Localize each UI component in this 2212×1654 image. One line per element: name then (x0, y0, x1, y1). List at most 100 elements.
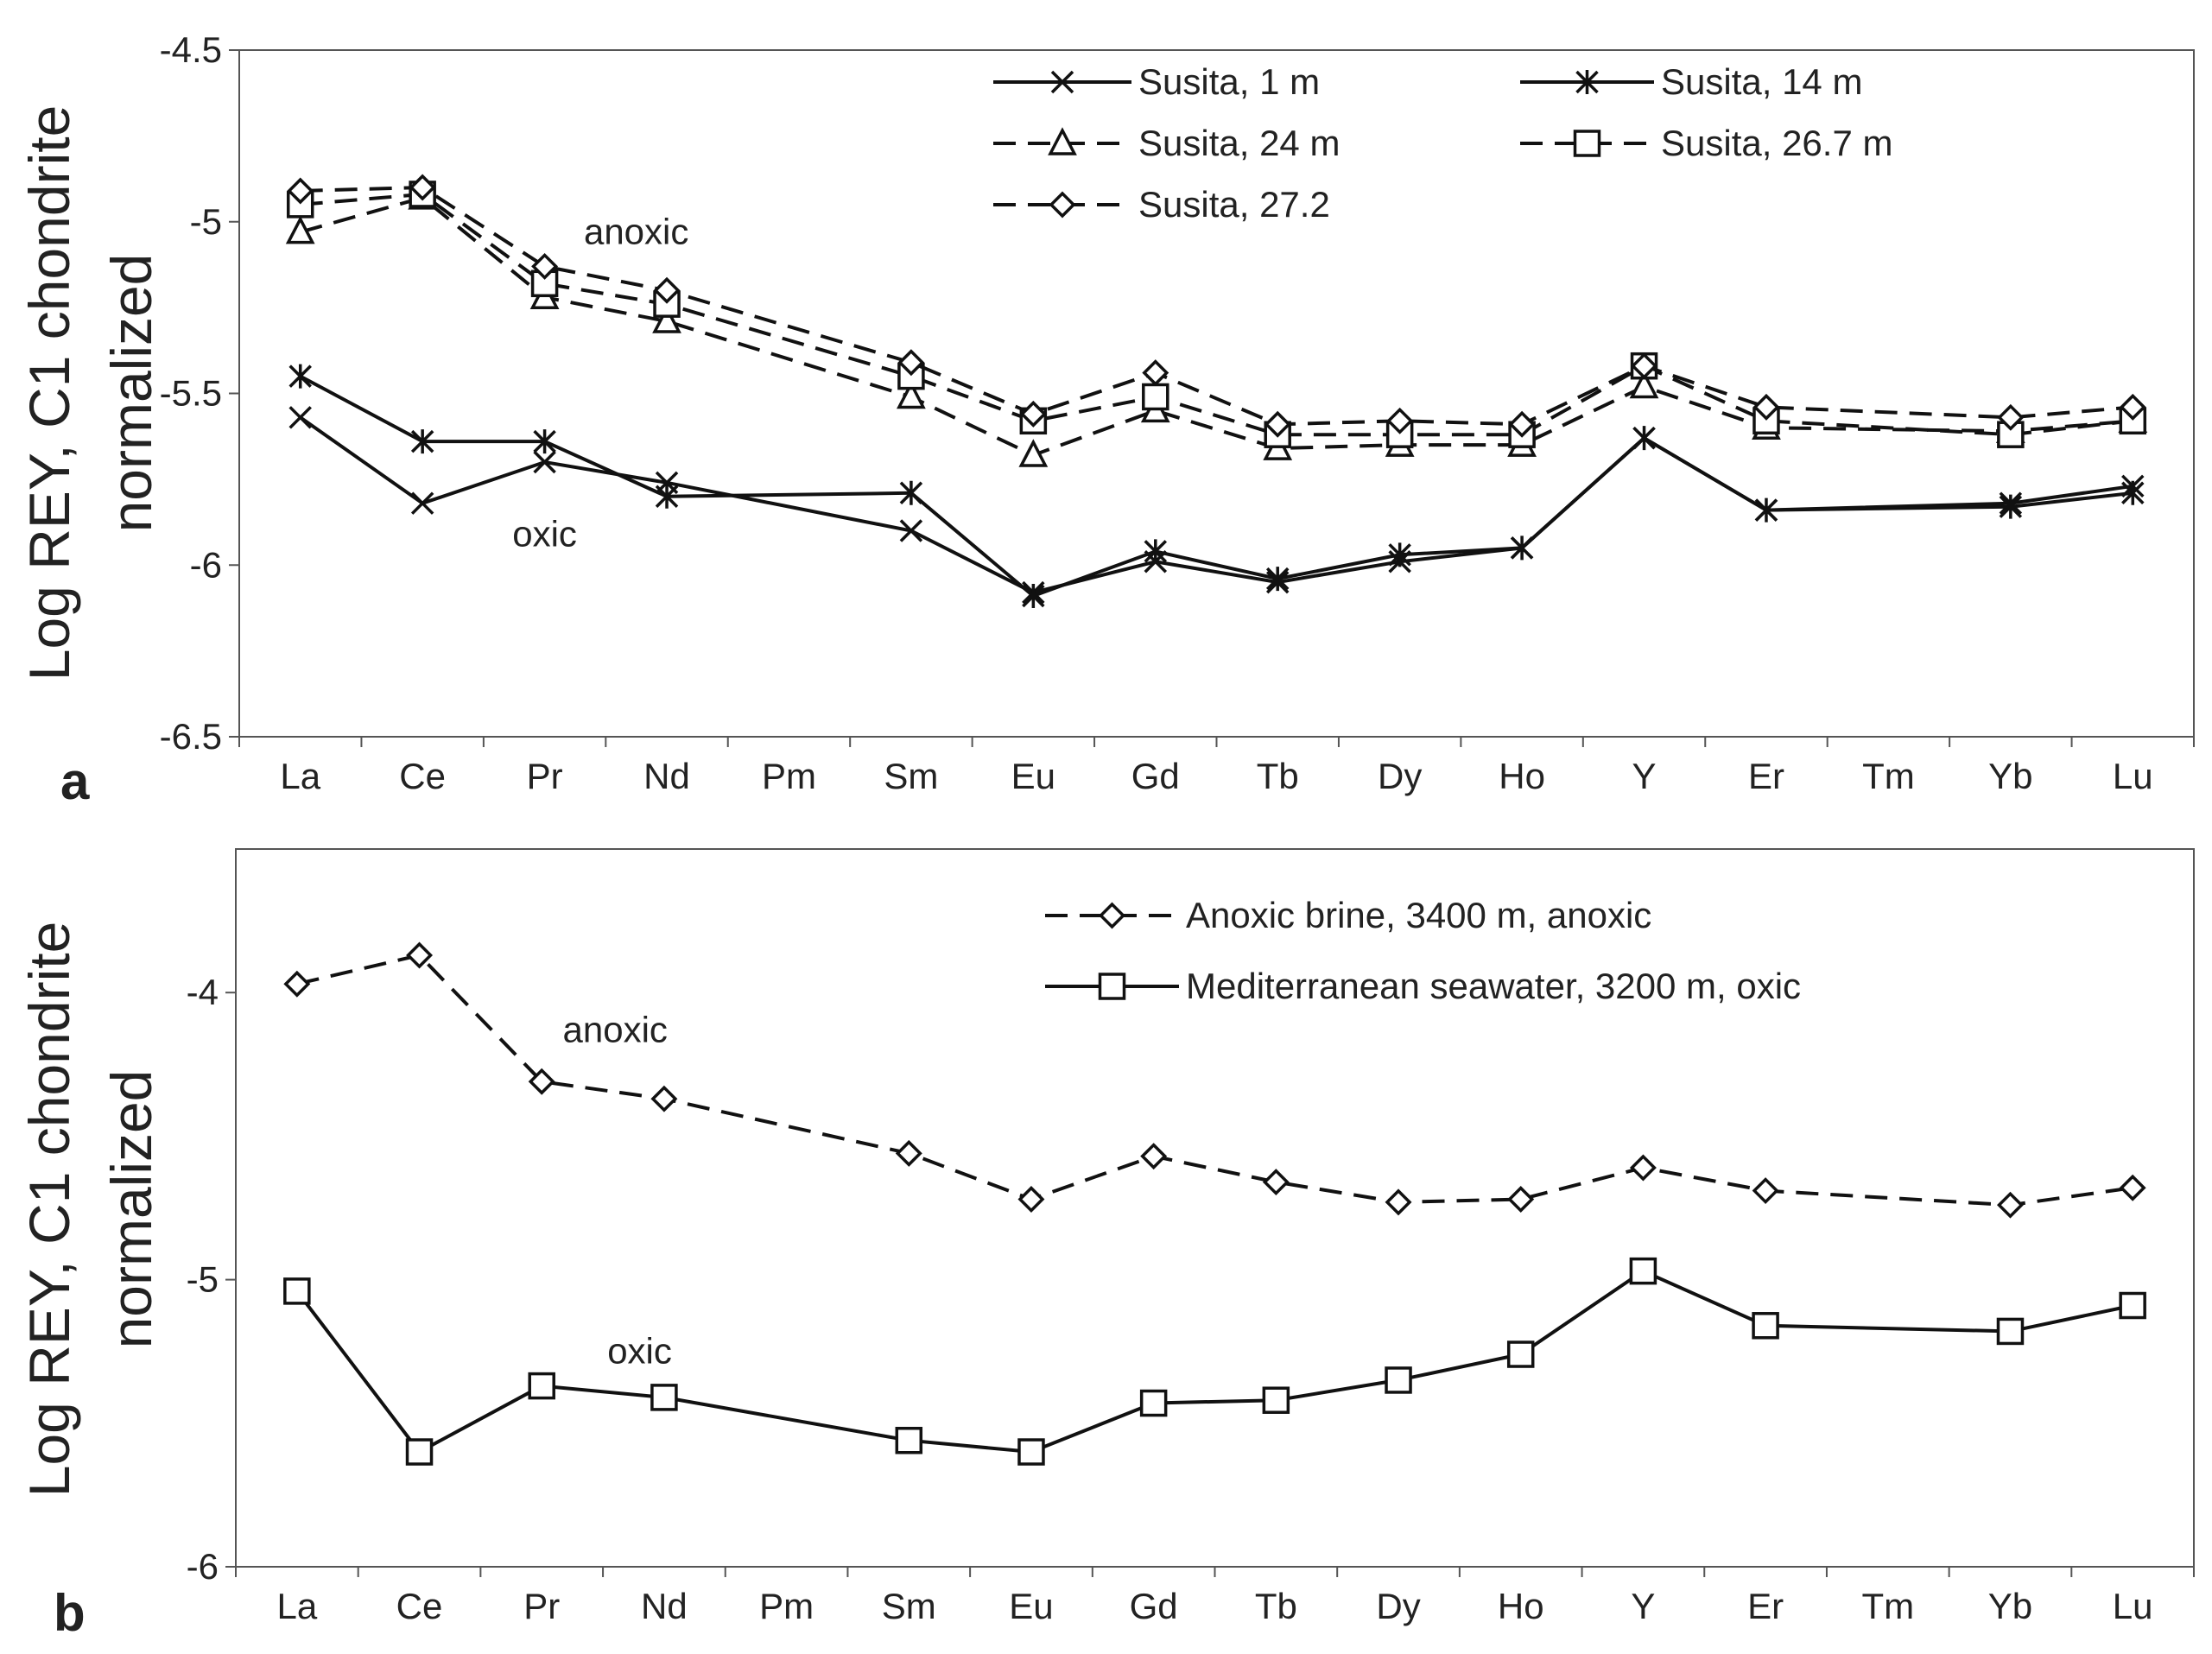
data-point (285, 215, 315, 244)
x-tick-label: Nd (643, 756, 690, 796)
data-point (288, 364, 312, 389)
x-tick-label: Gd (1130, 1586, 1178, 1626)
data-point (650, 1085, 678, 1112)
legend-marker (1048, 127, 1077, 155)
series-anoxic-brine-3400-m-anoxic (283, 941, 2146, 1219)
y-tick-label: -4.5 (160, 29, 222, 70)
y-axis-title: normalized (99, 1070, 163, 1349)
y-tick-label: -5 (187, 1259, 219, 1300)
series-mediterranean-seawater-3200-m-oxic (283, 1257, 2146, 1466)
x-tick-label: Y (1631, 1586, 1655, 1626)
x-tick-label: Pm (759, 1586, 814, 1626)
y-tick-label: -5.5 (160, 373, 222, 414)
x-tick-label: Pr (523, 1586, 560, 1626)
x-tick-label: Lu (2113, 756, 2153, 796)
data-point (2119, 1291, 2146, 1320)
x-tick-label: Yb (1988, 1586, 2032, 1626)
legend-entry: Susita, 26.7 m (1520, 123, 1892, 163)
data-point (1631, 352, 1658, 380)
x-tick-label: Nd (641, 1586, 688, 1626)
data-point (652, 305, 681, 333)
data-point (1017, 1186, 1045, 1214)
legend-marker (1575, 70, 1599, 94)
data-point (409, 174, 436, 201)
data-point (897, 349, 925, 377)
x-tick-label: Dy (1378, 756, 1422, 796)
legend-entry: Mediterranean seawater, 3200 m, oxic (1045, 966, 1801, 1006)
x-tick-label: Ce (396, 1586, 443, 1626)
data-point (288, 406, 312, 429)
x-tick-label: Y (1632, 756, 1657, 796)
data-point (1754, 497, 1778, 523)
data-point (1996, 1317, 2025, 1346)
y-axis-title: Log REY, C1 chondrite (17, 922, 81, 1498)
legend-entry: Susita, 1 m (993, 61, 1320, 102)
legend-entry: Susita, 14 m (1520, 61, 1862, 102)
data-point (1752, 1177, 1779, 1205)
x-tick-label: Tm (1862, 756, 1915, 796)
x-tick-label: Sm (884, 756, 938, 796)
data-point (899, 480, 923, 505)
panel-letter: b (54, 1584, 86, 1642)
data-point (1017, 1438, 1045, 1466)
x-tick-label: La (276, 1586, 317, 1626)
data-point (1385, 1366, 1412, 1394)
data-point (895, 1426, 923, 1454)
data-point (653, 276, 681, 304)
series-susita-1-m (288, 406, 2145, 605)
series-line (299, 374, 2133, 599)
data-point (410, 429, 434, 454)
legend-label: Susita, 24 m (1138, 123, 1340, 163)
chart-panel-b: -4 -5 -6 La Ce Pr Nd Pm Sm Eu Gd Tb Dy Ho Y Er Tm Yb Lu Log… (17, 848, 2195, 1642)
legend-label: Susita, 26.7 m (1661, 123, 1892, 163)
data-point (897, 362, 925, 390)
data-point (1019, 400, 1047, 428)
annotation: anoxic (584, 212, 688, 252)
data-point (1388, 542, 1411, 567)
legend-label: Susita, 14 m (1661, 61, 1862, 102)
series-line (300, 192, 2133, 437)
x-tick-label: Er (1748, 756, 1784, 796)
data-point (899, 519, 923, 542)
x-tick-label: Eu (1011, 756, 1055, 796)
data-point (1142, 383, 1169, 411)
annotation: anoxic (563, 1009, 668, 1049)
data-point (1629, 370, 1659, 399)
legend-marker (1049, 191, 1076, 219)
x-tick-label: Pm (762, 756, 816, 796)
legend-entry: Susita, 27.2 (993, 184, 1330, 225)
data-point (531, 252, 559, 280)
data-point (1385, 1188, 1412, 1216)
data-point (1262, 1169, 1290, 1196)
data-point (1142, 359, 1169, 387)
data-point (528, 1372, 555, 1400)
legend-marker (1098, 973, 1126, 1000)
data-point (655, 484, 679, 509)
data-point (1022, 584, 1045, 609)
legend-marker (1050, 70, 1074, 94)
data-point (1507, 1186, 1535, 1214)
data-point (1629, 1257, 1657, 1285)
data-point (2119, 1174, 2146, 1201)
series-susita-24-m (285, 181, 2148, 467)
data-point (283, 970, 311, 998)
data-point (1752, 393, 1780, 421)
data-point (1997, 403, 2025, 431)
y-tick-label: -4 (187, 972, 219, 1012)
x-tick-label: Tb (1255, 1586, 1297, 1626)
legend-entry: Susita, 24 m (993, 123, 1340, 163)
data-point (1144, 539, 1168, 564)
data-point (1996, 1191, 2024, 1219)
data-point (1264, 410, 1291, 438)
data-point (1262, 1386, 1290, 1414)
x-tick-label: Sm (882, 1586, 936, 1626)
series-susita-14-m (288, 364, 2145, 609)
x-tick-label: Yb (1988, 756, 2032, 796)
y-tick-label: -6 (187, 1546, 219, 1587)
data-point (528, 1068, 555, 1095)
legend-marker (1099, 902, 1125, 929)
plot-frame (235, 848, 2195, 1568)
legend-label: Mediterranean seawater, 3200 m, oxic (1186, 966, 1801, 1006)
data-point (1139, 1389, 1168, 1417)
x-tick-label: Er (1747, 1586, 1784, 1626)
